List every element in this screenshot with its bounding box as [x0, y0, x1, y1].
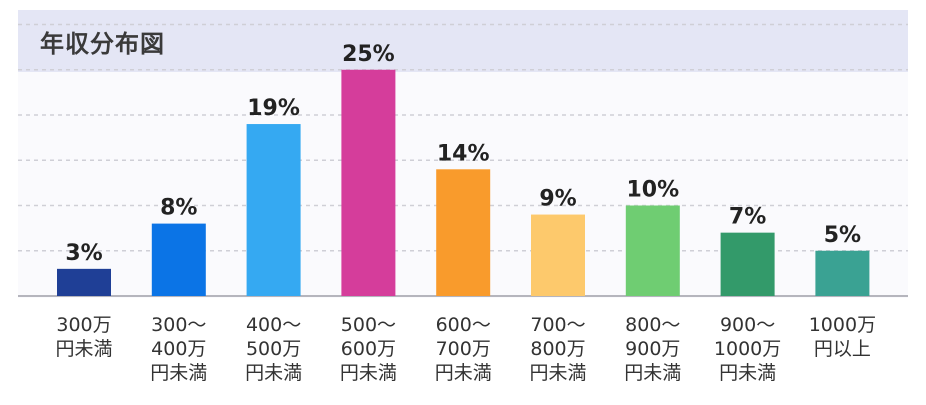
tick-label: 700万	[436, 338, 491, 360]
data-label: 8%	[160, 196, 197, 221]
tick-label: 円以上	[814, 338, 871, 360]
data-label: 9%	[539, 187, 576, 212]
tick-label: 700～	[530, 314, 585, 336]
bar	[151, 223, 206, 296]
tick-label: 円未満	[529, 362, 586, 384]
data-label: 5%	[824, 223, 861, 248]
tick-label: 円未満	[340, 362, 397, 384]
tick-label: 900万	[625, 338, 680, 360]
bar	[720, 232, 775, 296]
tick-label: 1000万	[809, 314, 876, 336]
tick-label: 1000万	[714, 338, 781, 360]
tick-label: 800万	[530, 338, 585, 360]
chart-header: 年収分布図	[18, 10, 908, 72]
tick-label: 300万	[56, 314, 111, 336]
bar	[246, 124, 301, 296]
tick-label: 600万	[341, 338, 396, 360]
data-label: 14%	[437, 141, 490, 166]
tick-label: 円未満	[624, 362, 681, 384]
tick-label: 300～	[151, 314, 206, 336]
tick-label: 円未満	[719, 362, 776, 384]
tick-label: 円未満	[150, 362, 207, 384]
tick-label: 500万	[246, 338, 301, 360]
tick-label: 400万	[151, 338, 206, 360]
data-label: 10%	[626, 178, 679, 203]
bar	[57, 268, 111, 296]
tick-label: 900～	[720, 314, 775, 336]
bar	[531, 214, 585, 296]
tick-label: 600～	[436, 314, 491, 336]
data-label: 25%	[342, 42, 395, 67]
data-label: 3%	[65, 241, 102, 266]
tick-label: 円未満	[435, 362, 492, 384]
data-label: 7%	[729, 205, 766, 230]
tick-label: 円未満	[245, 362, 302, 384]
data-label: 19%	[247, 96, 300, 121]
bar	[625, 205, 680, 296]
bar	[341, 69, 396, 296]
chart-title: 年収分布図	[40, 30, 165, 58]
tick-label: 400～	[246, 314, 301, 336]
bar	[436, 169, 491, 296]
tick-label: 円未満	[55, 338, 112, 360]
tick-label: 800～	[625, 314, 680, 336]
tick-label: 500～	[341, 314, 396, 336]
bar	[815, 250, 870, 296]
